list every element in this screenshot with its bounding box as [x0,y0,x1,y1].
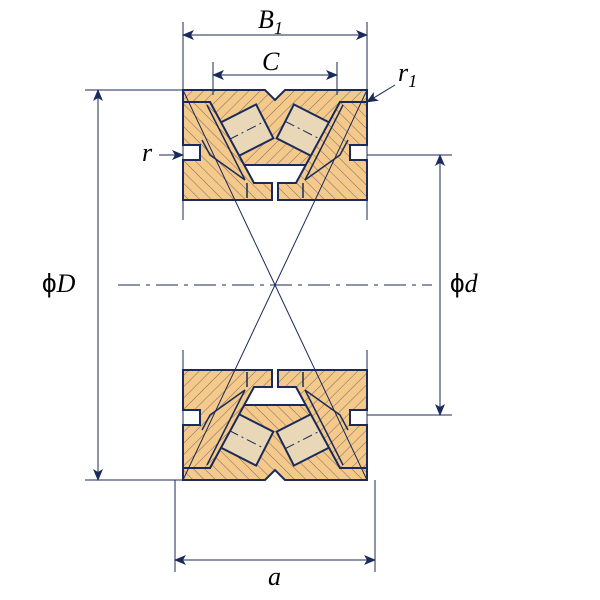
label-phiD: ϕD [42,268,75,299]
diagram-svg [0,0,600,600]
dim-a [175,480,375,572]
dim-d [367,155,452,415]
label-r1: r1 [398,58,417,88]
label-r: r [142,138,152,168]
bottom-half [183,285,367,480]
label-B1: B1 [258,5,283,35]
label-phid: ϕd [450,268,478,299]
top-half [183,90,367,285]
label-a: a [268,562,281,592]
pointer-r1 [367,85,395,102]
label-C: C [262,47,279,77]
bearing-diagram: B1 C r r1 ϕD ϕd a [0,0,600,600]
